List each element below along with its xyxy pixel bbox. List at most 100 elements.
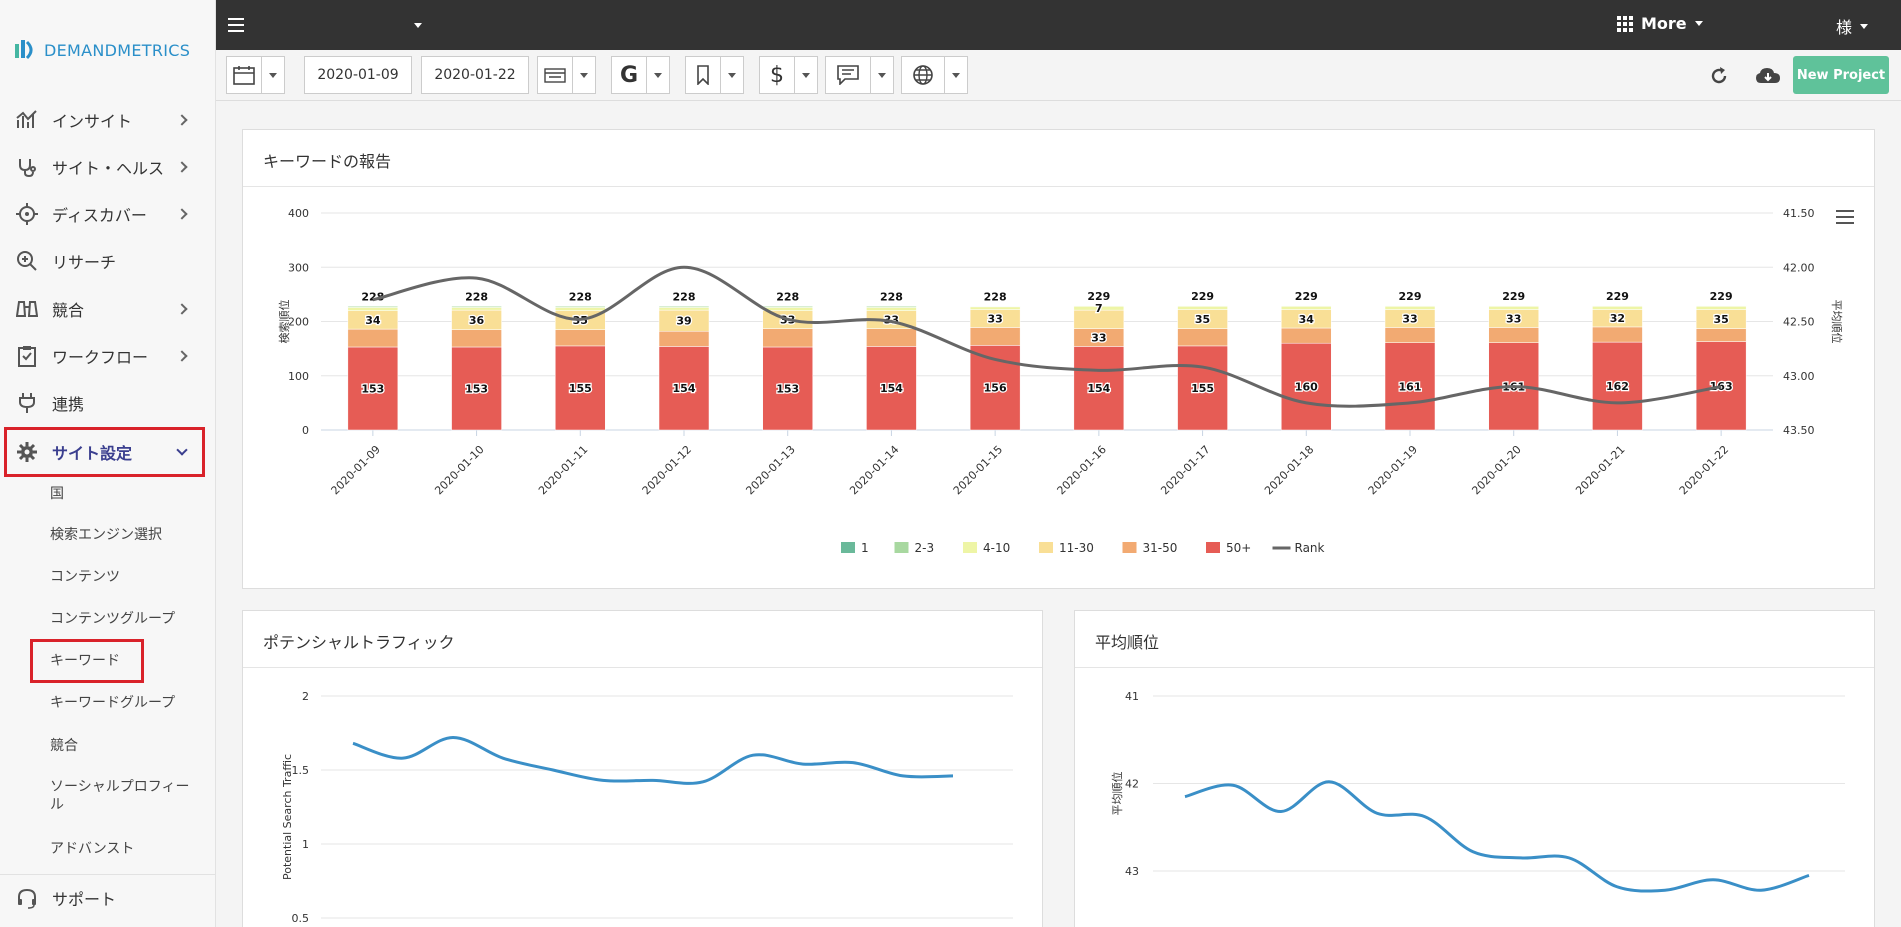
logo[interactable]: DEMANDMETRICS bbox=[14, 38, 190, 62]
bar-stack bbox=[1695, 305, 1747, 431]
subnav-content-group[interactable]: コンテンツグループ bbox=[50, 611, 176, 627]
bar-value-label: 153 bbox=[361, 382, 384, 395]
potential-traffic-chart: 0.5 1 1.5 2 Potential Search Traffic bbox=[281, 690, 1013, 925]
clipboard-icon bbox=[16, 345, 38, 367]
x-tick-label: 2020-01-17 bbox=[1158, 443, 1212, 497]
bar-value-label: 160 bbox=[1295, 381, 1318, 394]
comment-dropdown[interactable] bbox=[870, 56, 894, 94]
x-tick-label: 2020-01-13 bbox=[743, 443, 797, 497]
comment-button[interactable] bbox=[825, 56, 871, 94]
globe-icon bbox=[913, 65, 933, 85]
bar-segment-4-10 bbox=[1281, 306, 1332, 310]
bar-value-label: 36 bbox=[469, 314, 485, 327]
caret-down-icon bbox=[878, 72, 886, 78]
bookmark-dropdown[interactable] bbox=[720, 56, 744, 94]
comment-icon bbox=[837, 65, 859, 85]
date-range-icon bbox=[544, 68, 566, 83]
subnav-content[interactable]: コンテンツ bbox=[50, 569, 120, 585]
panel-divider bbox=[243, 667, 1042, 668]
date-from-field[interactable]: 2020-01-09 bbox=[304, 56, 412, 94]
bar-value-label: 35 bbox=[1713, 313, 1728, 326]
chevron-right-icon bbox=[176, 303, 188, 315]
legend-swatch bbox=[1039, 542, 1053, 553]
x-tick-label: 2020-01-21 bbox=[1573, 443, 1627, 497]
currency-dropdown[interactable] bbox=[794, 56, 818, 94]
caret-down-icon bbox=[580, 72, 588, 78]
y-tick-label: 41 bbox=[1125, 690, 1139, 703]
user-menu[interactable]: 様 bbox=[1836, 14, 1869, 38]
bar-total-label: 228 bbox=[569, 290, 592, 303]
subnav-social-profile[interactable]: ソーシャルプロフィール bbox=[50, 779, 190, 813]
search-engine-dropdown[interactable] bbox=[646, 56, 670, 94]
chart-icon bbox=[16, 109, 38, 131]
bar-value-label: 153 bbox=[465, 382, 488, 395]
keyword-report-chart: 0 100 200 300 400 41.50 42.00 42.50 43.00 43.50 検索… bbox=[277, 207, 1844, 555]
y-axis-label: 検索順位 bbox=[277, 300, 291, 344]
bar-segment-4-10 bbox=[1695, 306, 1747, 310]
chart-menu-icon[interactable] bbox=[1836, 210, 1854, 224]
legend-swatch bbox=[894, 542, 909, 553]
bar-segment-50+ bbox=[555, 345, 606, 431]
y-tick-label: 0.5 bbox=[292, 912, 310, 925]
refresh-button[interactable] bbox=[1707, 64, 1731, 88]
gear-icon bbox=[16, 441, 38, 463]
keyword-report-panel: キーワードの報告 0 100 200 300 400 41.50 42.00 42.50 43.… bbox=[242, 129, 1875, 589]
logo-mark-icon bbox=[14, 38, 36, 62]
date-to-field[interactable]: 2020-01-22 bbox=[421, 56, 529, 94]
subnav-country[interactable]: 国 bbox=[50, 486, 64, 502]
nav-competitors[interactable]: 競合 bbox=[0, 289, 216, 329]
nav-discover[interactable]: ディスカバー bbox=[0, 194, 216, 234]
more-menu[interactable]: More bbox=[1617, 14, 1703, 33]
period-dropdown[interactable] bbox=[572, 56, 596, 94]
bar-stack bbox=[1281, 305, 1332, 431]
bar-value-label: 155 bbox=[1191, 382, 1214, 395]
calendar-dropdown[interactable] bbox=[261, 56, 285, 94]
caret-down-icon bbox=[802, 72, 810, 78]
bar-stack bbox=[1384, 305, 1436, 431]
search-engine-button[interactable]: G bbox=[611, 56, 647, 94]
legend-label: 50+ bbox=[1226, 541, 1251, 555]
country-dropdown[interactable] bbox=[944, 56, 968, 94]
currency-button[interactable]: $ bbox=[759, 56, 795, 94]
bar-segment-50+ bbox=[1281, 342, 1332, 431]
bar-total-label: 229 bbox=[1087, 290, 1110, 303]
subnav-advanced[interactable]: アドバンスト bbox=[50, 841, 135, 857]
y-tick-label: 43 bbox=[1125, 865, 1139, 878]
nav-site-settings[interactable]: サイト設定 bbox=[0, 432, 216, 472]
bookmark-icon bbox=[697, 65, 709, 85]
bar-segment-2-3 bbox=[1592, 305, 1643, 307]
nav-support[interactable]: サポート bbox=[0, 878, 216, 918]
grid-icon bbox=[1617, 15, 1633, 32]
nav-integrations[interactable]: 連携 bbox=[0, 383, 216, 423]
legend-label: 11-30 bbox=[1059, 541, 1094, 555]
nav-research[interactable]: リサーチ bbox=[0, 241, 216, 281]
x-tick-label: 2020-01-10 bbox=[432, 443, 486, 497]
nav-label: サポート bbox=[52, 890, 117, 909]
legend-swatch bbox=[1122, 542, 1137, 553]
project-dropdown-caret-icon[interactable] bbox=[414, 23, 422, 28]
bookmark-button[interactable] bbox=[685, 56, 721, 94]
x-tick-label: 2020-01-14 bbox=[847, 443, 901, 497]
new-project-button[interactable]: New Project bbox=[1793, 56, 1889, 94]
period-button[interactable] bbox=[537, 56, 573, 94]
subnav-competitors[interactable]: 競合 bbox=[50, 738, 78, 754]
bar-segment-31-50 bbox=[451, 329, 502, 348]
country-button[interactable] bbox=[901, 56, 945, 94]
bar-stack bbox=[555, 306, 606, 431]
menu-icon[interactable] bbox=[228, 18, 244, 32]
bar-segment-31-50 bbox=[658, 331, 710, 347]
bar-total-label: 229 bbox=[1399, 290, 1422, 303]
nav-label: サイト設定 bbox=[52, 444, 133, 463]
nav-site-health[interactable]: サイト・ヘルス bbox=[0, 147, 216, 187]
nav-insight[interactable]: インサイト bbox=[0, 100, 216, 140]
nav-label: ワークフロー bbox=[52, 348, 149, 367]
subnav-search-engine[interactable]: 検索エンジン選択 bbox=[50, 527, 162, 543]
nav-workflow[interactable]: ワークフロー bbox=[0, 336, 216, 376]
calendar-button[interactable] bbox=[226, 56, 262, 94]
caret-down-icon bbox=[728, 72, 736, 78]
subnav-keyword[interactable]: キーワード bbox=[50, 653, 120, 669]
subnav-keyword-group[interactable]: キーワードグループ bbox=[50, 695, 176, 711]
bar-total-label: 228 bbox=[776, 290, 799, 303]
y2-axis-label: 平均順位 bbox=[1830, 300, 1844, 344]
download-button[interactable] bbox=[1754, 64, 1782, 88]
